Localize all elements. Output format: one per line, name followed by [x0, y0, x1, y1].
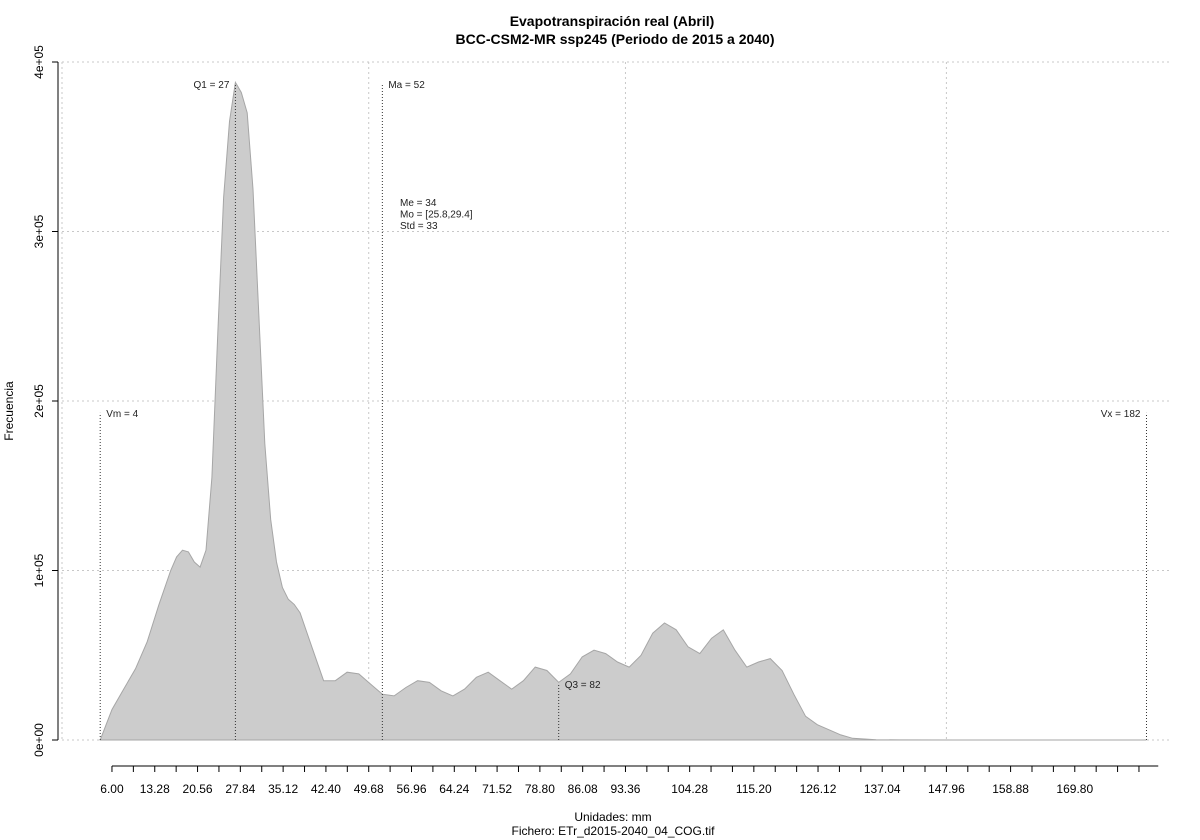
chart-title: Evapotranspiración real (Abril): [510, 13, 715, 29]
stat-text: Std = 33: [400, 221, 438, 232]
x-tick-label: 126.12: [800, 782, 837, 796]
marker-label: Vm = 4: [106, 409, 138, 420]
marker-label: Ma = 52: [388, 80, 425, 91]
chart-subtitle: BCC-CSM2-MR ssp245 (Periodo de 2015 a 20…: [456, 31, 775, 47]
density-area: [99, 80, 1147, 741]
x-tick-label: 104.28: [671, 782, 708, 796]
grid-lines: [61, 61, 1170, 741]
x-tick-label: 49.68: [354, 782, 384, 796]
x-tick-label: 64.24: [439, 782, 469, 796]
x-tick-label: 42.40: [311, 782, 341, 796]
footer-filename: Fichero: ETr_d2015-2040_04_COG.tif: [512, 824, 716, 838]
x-tick-label: 35.12: [268, 782, 298, 796]
y-tick-label: 3e+05: [32, 214, 46, 248]
x-tick-label: 78.80: [525, 782, 555, 796]
marker-label: Q3 = 82: [565, 680, 601, 691]
marker-label: Q1 = 27: [194, 80, 230, 91]
x-tick-label: 86.08: [568, 782, 598, 796]
x-tick-label: 93.36: [610, 782, 640, 796]
y-tick-label: 1e+05: [32, 553, 46, 587]
marker-label: Vx = 182: [1101, 409, 1141, 420]
x-tick-label: 13.28: [140, 782, 170, 796]
y-axis: 0e+00 1e+05 2e+05 3e+05 4e+05: [32, 45, 59, 757]
y-tick-label: 0e+00: [32, 723, 46, 757]
x-tick-label: 169.80: [1056, 782, 1093, 796]
stat-text: Me = 34: [400, 198, 437, 209]
stat-text: Mo = [25.8,29.4]: [400, 210, 473, 221]
y-axis-label: Frecuencia: [2, 381, 16, 441]
x-axis: 6.00 13.28 20.56 27.84 35.12 42.40 49.68 56.96 6…: [100, 765, 1159, 796]
x-tick-label: 137.04: [864, 782, 901, 796]
density-curve: [99, 80, 1147, 741]
stat-markers: Vm = 4 Q1 = 27 Ma = 52 Q3 = 82 Vx = 182: [99, 80, 1147, 740]
x-tick-label: 6.00: [100, 782, 124, 796]
x-tick-label: 71.52: [482, 782, 512, 796]
x-tick-label: 27.84: [225, 782, 255, 796]
x-tick-label: 56.96: [396, 782, 426, 796]
x-tick-label: 115.20: [736, 782, 772, 796]
y-tick-label: 2e+05: [32, 384, 46, 418]
y-tick-label: 4e+05: [32, 45, 46, 79]
x-tick-label: 147.96: [928, 782, 965, 796]
x-tick-label: 158.88: [992, 782, 1029, 796]
x-tick-label: 20.56: [183, 782, 213, 796]
x-axis-label: Unidades: mm: [574, 810, 651, 824]
